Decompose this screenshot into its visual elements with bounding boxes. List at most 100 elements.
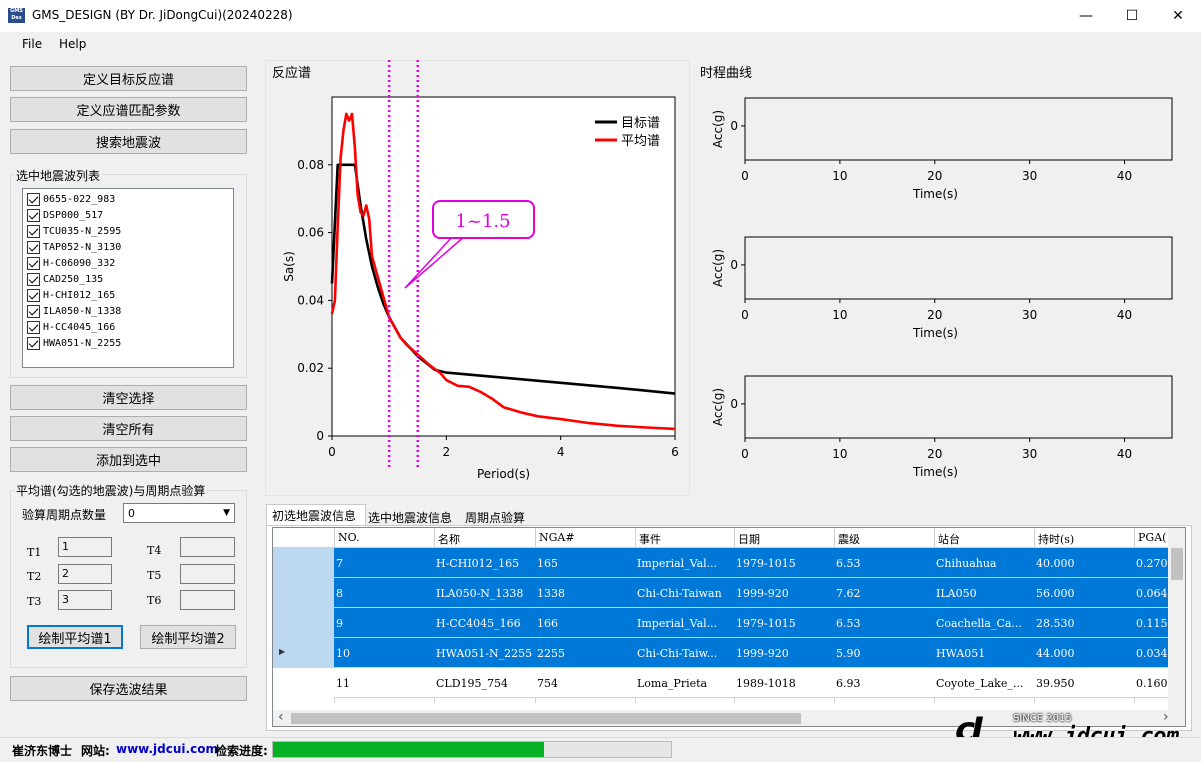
selected-wave-label: H-C06090_332 <box>43 257 116 269</box>
column-header[interactable]: 事件 <box>639 533 661 546</box>
table-row[interactable] <box>334 608 1185 638</box>
table-row[interactable] <box>334 548 1185 578</box>
checkbox-checked[interactable] <box>27 336 40 350</box>
table-cell: Chi-Chi-Taiwan <box>637 587 722 600</box>
website-link[interactable]: www.jdcui.com <box>116 742 218 756</box>
column-header[interactable]: 名称 <box>438 533 460 546</box>
row-header[interactable] <box>273 548 334 578</box>
selected-wave-item[interactable]: 0655-022_983 <box>27 191 115 207</box>
tab-selected-waves[interactable]: 选中地震波信息 <box>368 511 453 525</box>
tab-initial-waves[interactable]: 初选地震波信息 <box>272 509 357 523</box>
row-header[interactable]: ▶ <box>273 638 334 668</box>
define-match-params-button[interactable]: 定义应谱匹配参数 <box>10 97 247 122</box>
table-cell: 7.62 <box>836 587 861 600</box>
selected-wave-item[interactable]: TCU035-N_2595 <box>27 223 121 239</box>
table-cell: HWA051 <box>936 647 986 660</box>
table-cell: 754 <box>537 677 558 690</box>
row-header[interactable] <box>273 608 334 638</box>
x-tick-label: 20 <box>927 308 942 322</box>
scroll-left-icon[interactable]: ‹ <box>278 709 284 725</box>
search-waves-button[interactable]: 搜索地震波 <box>10 129 247 154</box>
checkbox-checked[interactable] <box>27 304 40 318</box>
t2-input[interactable]: 2 <box>58 564 112 584</box>
selected-wave-item[interactable]: ILA050-N_1338 <box>27 303 121 319</box>
t4-input[interactable] <box>180 537 235 557</box>
close-button[interactable]: ✕ <box>1172 8 1184 24</box>
table-cell: H-CHI012_165 <box>436 557 520 570</box>
column-header[interactable]: 日期 <box>738 533 760 546</box>
table-cell: 11 <box>336 677 350 690</box>
clear-all-button[interactable]: 清空所有 <box>10 416 247 441</box>
selected-wave-item[interactable]: HWA051-N_2255 <box>27 335 121 351</box>
table-cell: 165 <box>537 557 558 570</box>
t4-label: T4 <box>147 544 162 557</box>
selected-wave-item[interactable]: H-CHI012_165 <box>27 287 115 303</box>
selected-wave-item[interactable]: DSP000_517 <box>27 207 103 223</box>
plot-average-2-button[interactable]: 绘制平均谱2 <box>140 625 236 649</box>
x-axis-label: Time(s) <box>912 326 958 340</box>
menu-help[interactable]: Help <box>59 37 87 51</box>
t3-label: T3 <box>27 595 42 608</box>
y-tick-label: 0 <box>730 119 738 133</box>
x-tick-label: 0 <box>741 308 749 322</box>
current-row-icon: ▶ <box>279 647 286 656</box>
table-cell: 6.93 <box>836 677 861 690</box>
column-header[interactable]: PGA( <box>1138 531 1167 544</box>
table-cell: 0.270 <box>1136 557 1168 570</box>
checkbox-checked[interactable] <box>27 256 40 270</box>
t3-input[interactable]: 3 <box>58 590 112 610</box>
period-count-select[interactable]: 0 ▼ <box>123 503 235 523</box>
column-header[interactable]: NO. <box>338 531 360 544</box>
wave-info-grid[interactable]: NO. 名称 NGA# 事件 日期 震级 站台 持时(s) PGA(7 H-CHI012_165 1… <box>272 527 1186 727</box>
window-title: GMS_DESIGN (BY Dr. JiDongCui)(20240228) <box>32 8 293 22</box>
selected-wave-item[interactable]: H-C06090_332 <box>27 255 115 271</box>
add-to-selected-button[interactable]: 添加到选中 <box>10 447 247 472</box>
scroll-right-icon[interactable]: › <box>1163 709 1169 725</box>
minimize-button[interactable]: — <box>1079 8 1093 24</box>
checkbox-checked[interactable] <box>27 240 40 254</box>
row-header[interactable] <box>273 578 334 608</box>
selected-wave-item[interactable]: H-CC4045_166 <box>27 319 115 335</box>
checkbox-checked[interactable] <box>27 288 40 302</box>
x-tick-label: 0 <box>328 445 336 459</box>
t5-input[interactable] <box>180 564 235 584</box>
selected-wave-item[interactable]: TAP052-N_3130 <box>27 239 121 255</box>
tab-period-check[interactable]: 周期点验算 <box>465 511 526 525</box>
t1-input[interactable]: 1 <box>58 537 112 557</box>
callout-label: 1~1.5 <box>455 211 510 232</box>
column-header[interactable]: 持时(s) <box>1038 533 1075 546</box>
table-row[interactable] <box>334 578 1185 608</box>
checkbox-checked[interactable] <box>27 272 40 286</box>
t6-input[interactable] <box>180 590 235 610</box>
column-header[interactable]: 震级 <box>838 533 860 546</box>
time-history-plot-area <box>744 375 1173 439</box>
define-target-spectrum-button[interactable]: 定义目标反应谱 <box>10 66 247 91</box>
clear-selection-button[interactable]: 清空选择 <box>10 385 247 410</box>
maximize-button[interactable]: ☐ <box>1125 8 1139 24</box>
table-row[interactable] <box>334 638 1185 668</box>
menu-file[interactable]: File <box>22 37 43 51</box>
horizontal-scrollbar[interactable]: ‹ › <box>273 709 1185 726</box>
x-tick-label: 10 <box>832 308 847 322</box>
table-cell: Imperial_Val... <box>637 557 718 570</box>
search-progress-bar <box>272 741 672 758</box>
checkbox-checked[interactable] <box>27 192 40 206</box>
plot-average-1-button[interactable]: 绘制平均谱1 <box>27 625 123 649</box>
selected-waves-listbox[interactable]: 0655-022_983 DSP000_517 TCU035-N_2595 TAP05… <box>22 188 234 368</box>
horizontal-scroll-thumb[interactable] <box>291 713 801 724</box>
vertical-scrollbar[interactable] <box>1168 528 1185 710</box>
table-cell: 10 <box>336 647 350 660</box>
vertical-scroll-thumb[interactable] <box>1171 548 1183 580</box>
checkbox-checked[interactable] <box>27 224 40 238</box>
save-results-button[interactable]: 保存选波结果 <box>10 676 247 701</box>
column-header[interactable]: NGA# <box>539 531 575 544</box>
table-cell: 1999-920 <box>736 587 789 600</box>
checkbox-checked[interactable] <box>27 208 40 222</box>
column-header[interactable]: 站台 <box>938 533 960 546</box>
row-header[interactable] <box>273 668 334 698</box>
selected-wave-item[interactable]: CAD250_135 <box>27 271 103 287</box>
table-cell: 56.000 <box>1036 587 1075 600</box>
table-row[interactable] <box>334 668 1185 698</box>
table-cell: 44.000 <box>1036 647 1075 660</box>
checkbox-checked[interactable] <box>27 320 40 334</box>
